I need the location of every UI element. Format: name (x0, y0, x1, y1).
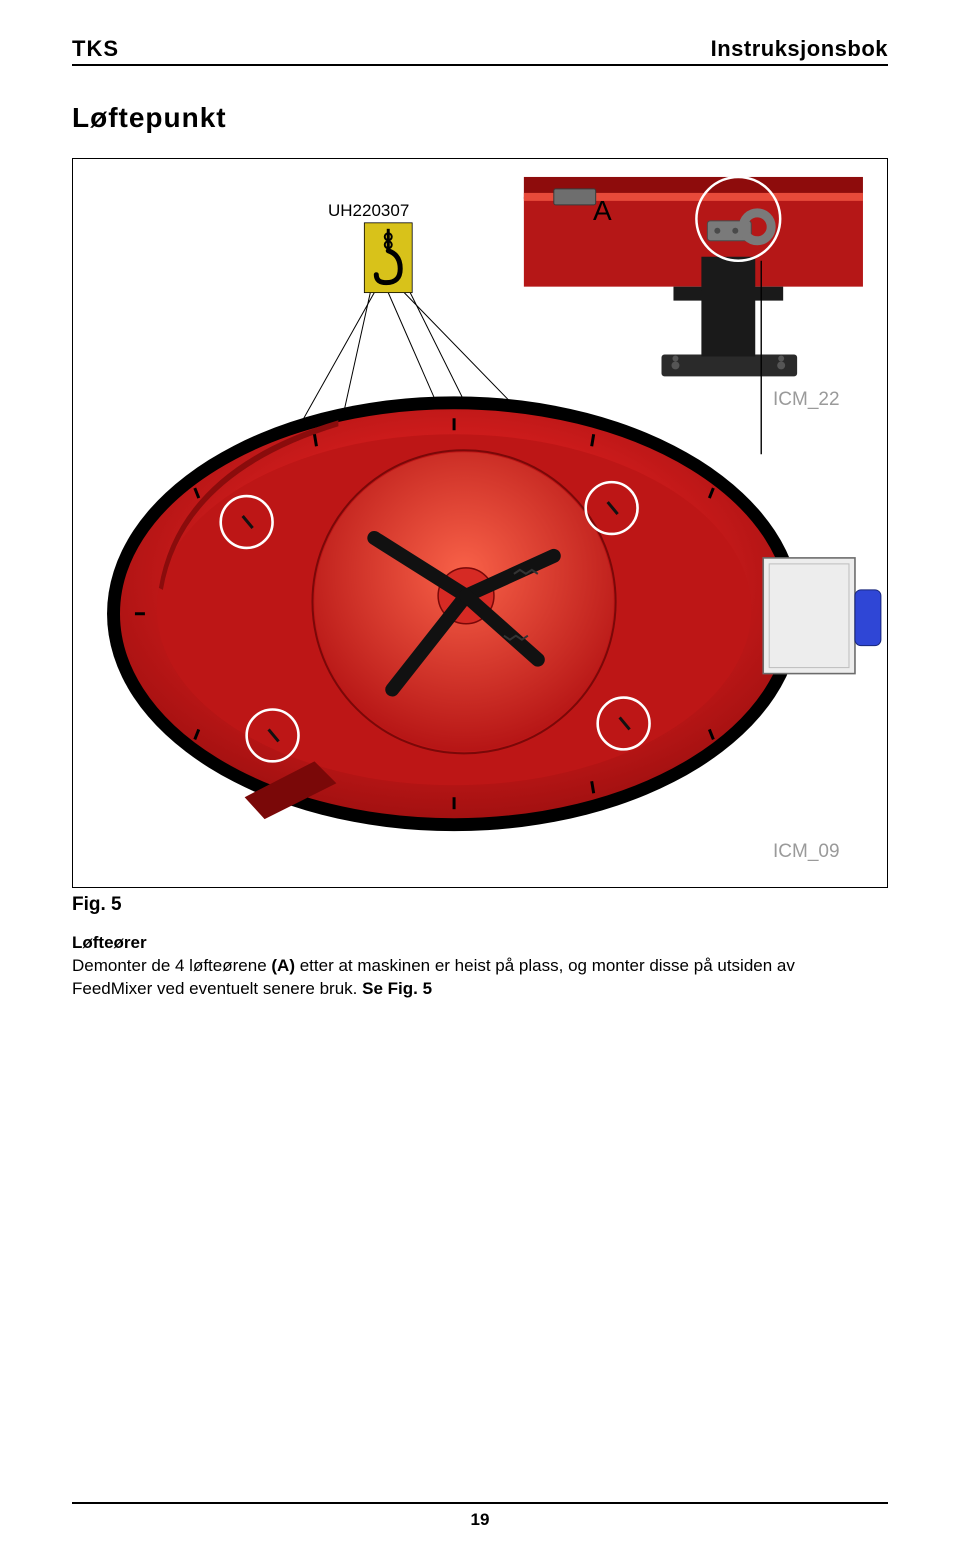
callout-letter: A (593, 195, 612, 227)
section-title: Løftepunkt (72, 102, 888, 134)
body-line2a: FeedMixer ved eventuelt senere bruk. (72, 979, 362, 998)
footer-rule (72, 1502, 888, 1504)
body-line1c: etter at maskinen er heist på plass, og … (295, 956, 795, 975)
body-line1-bold: (A) (271, 956, 295, 975)
figure-svg (73, 159, 887, 887)
part-code-label: UH220307 (328, 201, 409, 221)
motor-box (763, 558, 881, 674)
icm-top-label: ICM_22 (773, 389, 840, 411)
hook-sign-icon (364, 223, 412, 293)
body-subhead: Løfteører (72, 932, 888, 955)
figure-box: UH220307 A ICM_22 ICM_09 (72, 158, 888, 888)
body-line2-bold: Se Fig. 5 (362, 979, 432, 998)
header-left: TKS (72, 36, 119, 62)
header-right: Instruksjonsbok (711, 36, 888, 62)
mixer-body (107, 396, 801, 831)
figure-caption: Fig. 5 (72, 894, 888, 916)
icm-bottom-label: ICM_09 (773, 841, 840, 863)
page-number: 19 (0, 1510, 960, 1530)
page-header: TKS Instruksjonsbok (72, 36, 888, 66)
body-line-2: FeedMixer ved eventuelt senere bruk. Se … (72, 978, 888, 1001)
body-line-1: Demonter de 4 løfteørene (A) etter at ma… (72, 955, 888, 978)
inset-detail (524, 177, 863, 376)
body-text: Løfteører Demonter de 4 løfteørene (A) e… (72, 932, 888, 1001)
body-line1a: Demonter de 4 løfteørene (72, 956, 271, 975)
